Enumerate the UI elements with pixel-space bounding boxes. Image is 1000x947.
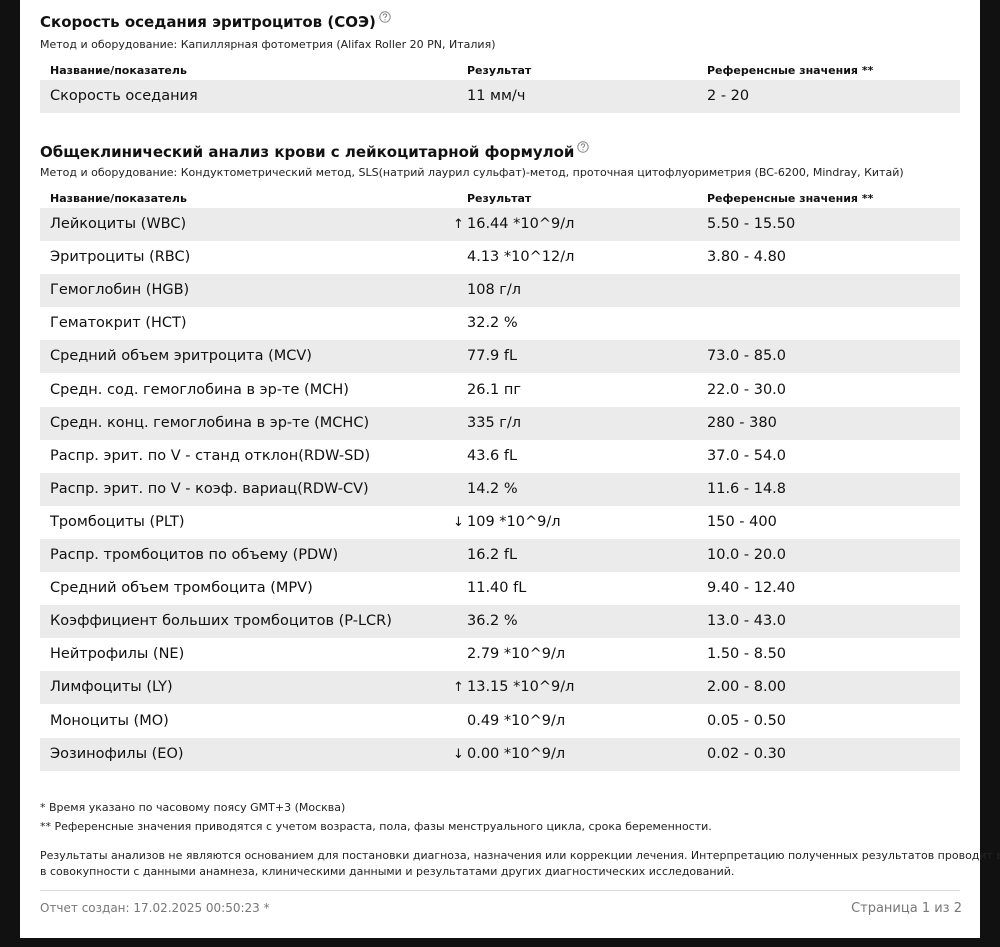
row-ref: 2.00 - 8.00	[707, 679, 787, 696]
row-result: 36.2 %	[467, 613, 518, 630]
disclaimer: в совокупности с данными анамнеза, клини…	[40, 865, 735, 878]
row-result: 0.49 *10^9/л	[467, 712, 566, 729]
row-ref: 1.50 - 8.50	[707, 646, 787, 663]
method-text: Метод и оборудование: Кондуктометрически…	[40, 166, 904, 179]
result-flag: ↑	[453, 217, 464, 232]
table-row: Средний объем эритроцита (MCV) 77.9 fL 73.…	[40, 340, 960, 374]
row-result: 43.6 fL	[467, 447, 518, 464]
column-header: Референсные значения **	[707, 64, 874, 77]
disclaimer: Результаты анализов не являются основани…	[40, 849, 1000, 862]
row-name: Распр. эрит. по V - станд отклон(RDW-SD)	[50, 447, 371, 464]
row-name: Коэффициент больших тромбоцитов (P-LCR)	[50, 613, 392, 630]
column-header: Результат	[467, 192, 532, 205]
row-result: 26.1 пг	[467, 381, 521, 398]
result-flag: ↑	[453, 680, 464, 696]
row-result: 13.15 *10^9/л	[467, 679, 575, 696]
row-name: Средн. сод. гемоглобина в эр-те (MCH)	[50, 381, 349, 398]
row-result: 16.2 fL	[467, 547, 518, 563]
table-row: Нейтрофилы (NE) 2.79 *10^9/л 1.50 - 8.50	[40, 638, 960, 671]
table-row: Распр. эрит. по V - коэф. вариац(RDW-CV)…	[40, 472, 960, 506]
footnote: ** Референсные значения приводятся с уче…	[40, 820, 712, 833]
method-text: Метод и оборудование: Капиллярная фотоме…	[40, 38, 496, 51]
row-ref: 5.50 - 15.50	[707, 216, 796, 232]
row-name: Лимфоциты (LY)	[50, 679, 173, 696]
footnote: * Время указано по часовому поясу GMT+3 …	[40, 801, 346, 814]
row-ref: 13.0 - 43.0	[707, 613, 787, 630]
created-date: Отчет создан: 17.02.2025 00:50:23 *	[40, 901, 270, 915]
section-title: Общеклинический анализ крови с лейкоцита…	[40, 141, 590, 161]
result-flag: ↓	[453, 746, 464, 762]
row-result: 32.2 %	[467, 315, 518, 332]
row-name: Гемоглобин (HGB)	[50, 282, 190, 299]
table-row: Эритроциты (RBC) 4.13 *10^12/л 3.80 - 4.80	[40, 241, 960, 274]
row-name: Тромбоциты (PLT)	[50, 513, 185, 530]
row-result: 109 *10^9/л	[467, 513, 561, 530]
table-row: Эозинофилы (EO) ↓ 0.00 *10^9/л 0.02 - 0.30	[40, 737, 960, 771]
row-name: Средний объем эритроцита (MCV)	[50, 348, 312, 365]
row-ref: 11.6 - 14.8	[707, 480, 787, 497]
row-name: Эозинофилы (EO)	[50, 745, 184, 762]
table-row: Распр. эрит. по V - станд отклон(RDW-SD)…	[40, 440, 960, 473]
row-ref: 3.80 - 4.80	[707, 249, 787, 266]
table-row: Лейкоциты (WBC) ↑ 16.44 *10^9/л 5.50 - 15.5…	[40, 208, 960, 241]
row-name: Распр. тромбоцитов по объему (PDW)	[50, 547, 339, 563]
table-row: Тромбоциты (PLT) ↓ 109 *10^9/л 150 - 400	[40, 506, 960, 539]
row-ref: 37.0 - 54.0	[707, 447, 787, 464]
help-icon[interactable]	[379, 11, 391, 23]
page-number: Страница 1 из 2	[851, 901, 962, 916]
row-result: 2.79 *10^9/л	[467, 646, 566, 663]
table-row: Средн. сод. гемоглобина в эр-те (MCH) 26.…	[40, 374, 960, 407]
row-name: Гематокрит (HCT)	[50, 315, 187, 332]
row-ref: 10.0 - 20.0	[707, 547, 787, 563]
table-row: Средний объем тромбоцита (MPV) 11.40 fL 9.…	[40, 572, 960, 605]
row-name: Средн. конц. гемоглобина в эр-те (MCHC)	[50, 414, 370, 431]
row-result: 14.2 %	[467, 480, 518, 497]
table-row: Средн. конц. гемоглобина в эр-те (MCHC) 3…	[40, 406, 960, 440]
row-name: Скорость оседания	[50, 88, 198, 104]
row-result: 11.40 fL	[467, 580, 527, 597]
column-header: Название/показатель	[50, 64, 187, 77]
row-result: 11 мм/ч	[467, 88, 526, 104]
row-result: 4.13 *10^12/л	[467, 249, 575, 266]
row-name: Эритроциты (RBC)	[50, 249, 191, 266]
row-name: Моноциты (MO)	[50, 712, 169, 729]
row-result: 16.44 *10^9/л	[467, 216, 575, 232]
row-ref: 73.0 - 85.0	[707, 348, 787, 365]
row-name: Распр. эрит. по V - коэф. вариац(RDW-CV)	[50, 480, 369, 497]
column-header: Референсные значения **	[707, 192, 874, 205]
row-ref: 150 - 400	[707, 513, 777, 530]
row-ref: 22.0 - 30.0	[707, 381, 787, 398]
row-ref: 280 - 380	[707, 414, 777, 431]
row-result: 108 г/л	[467, 282, 522, 299]
divider	[40, 890, 960, 891]
table-row: Моноциты (MO) 0.49 *10^9/л 0.05 - 0.50	[40, 705, 960, 738]
row-ref: 0.05 - 0.50	[707, 712, 787, 729]
table-row: Коэффициент больших тромбоцитов (P-LCR) 3…	[40, 605, 960, 639]
table-row: Распр. тромбоцитов по объему (PDW) 16.2 f…	[40, 539, 960, 572]
row-result: 77.9 fL	[467, 348, 518, 365]
row-name: Средний объем тромбоцита (MPV)	[50, 580, 313, 597]
report-page: Скорость оседания эритроцитов (СОЭ) Метод…	[20, 0, 1000, 938]
row-name: Нейтрофилы (NE)	[50, 646, 185, 663]
table-row: Лимфоциты (LY) ↑ 13.15 *10^9/л 2.00 - 8.00	[40, 671, 960, 705]
row-ref: 0.02 - 0.30	[707, 745, 787, 762]
row-ref: 2 - 20	[707, 88, 750, 104]
row-ref: 9.40 - 12.40	[707, 580, 796, 597]
table-row: Гемоглобин (HGB) 108 г/л	[40, 274, 960, 308]
row-result: 335 г/л	[467, 414, 522, 431]
table-row: Скорость оседания 11 мм/ч 2 - 20	[40, 80, 960, 113]
result-flag: ↓	[453, 514, 464, 530]
table-row: Гематокрит (HCT) 32.2 %	[40, 307, 960, 340]
column-header: Название/показатель	[50, 192, 187, 205]
column-header: Результат	[467, 64, 532, 77]
help-icon[interactable]	[577, 141, 590, 153]
row-result: 0.00 *10^9/л	[467, 745, 566, 762]
section-title: Скорость оседания эритроцитов (СОЭ)	[40, 11, 391, 31]
row-name: Лейкоциты (WBC)	[50, 216, 187, 232]
